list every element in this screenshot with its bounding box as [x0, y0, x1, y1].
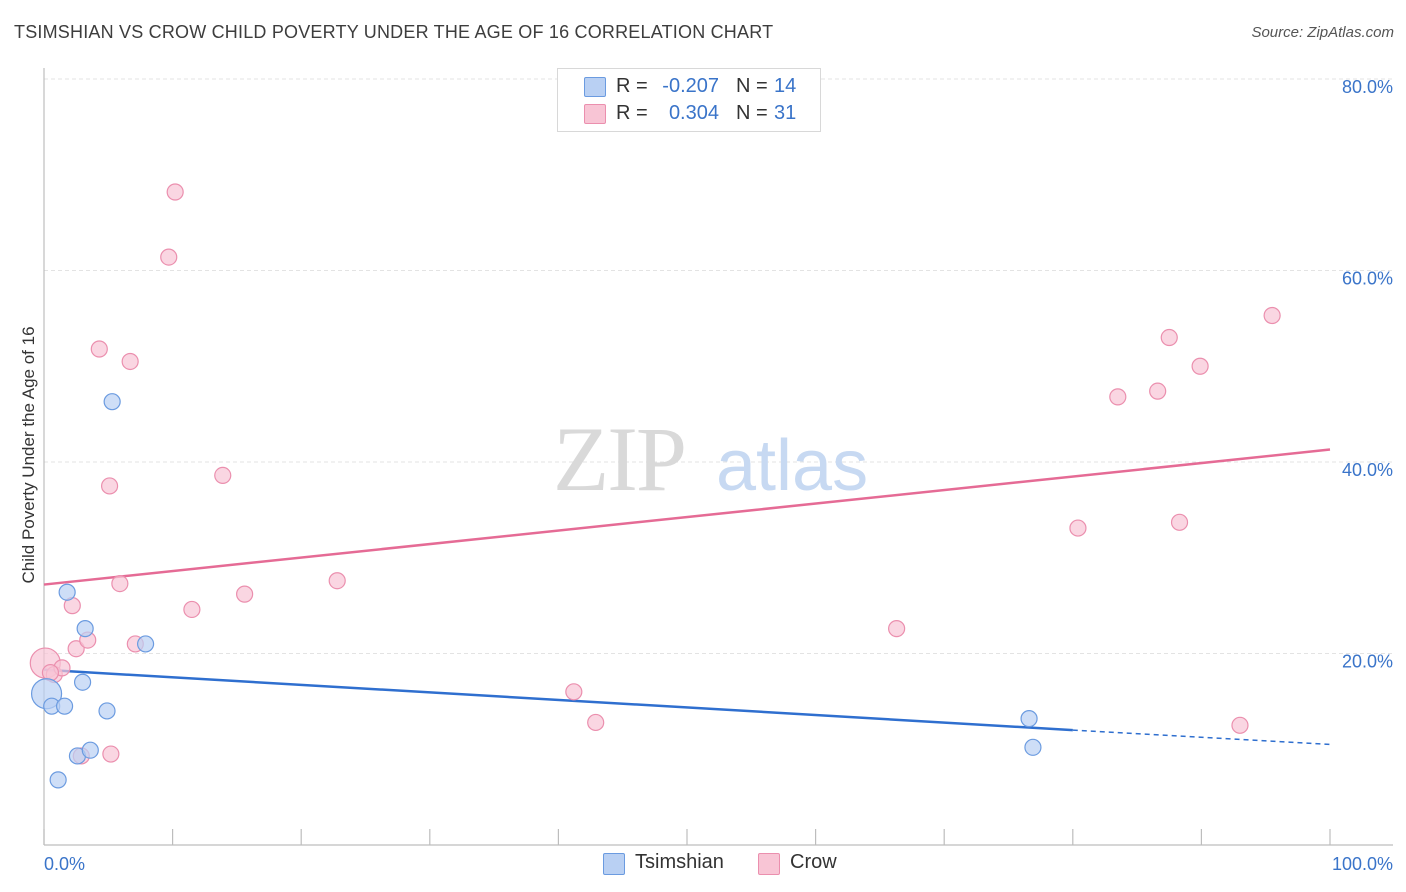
source-label: Source: ZipAtlas.com — [1251, 24, 1394, 41]
legend-r-label: R = — [616, 102, 648, 124]
point-tsimshian — [136, 635, 155, 653]
point-crow — [183, 600, 201, 619]
point-crow — [888, 620, 906, 638]
point-crow — [1149, 382, 1167, 400]
bottom-legend-label-tsimshian: Tsimshian — [635, 851, 724, 873]
point-tsimshian — [58, 583, 76, 601]
watermark-atlas: atlas — [716, 426, 868, 506]
point-crow — [1109, 388, 1127, 406]
point-crow — [111, 575, 129, 593]
trendline-tsimshian-dashed — [1072, 729, 1331, 746]
point-crow — [236, 585, 254, 603]
points-layer — [29, 183, 1281, 789]
y-tick-label: 80.0% — [1342, 77, 1393, 97]
legend-n-value: 31 — [774, 102, 797, 124]
point-crow — [100, 477, 119, 495]
point-crow — [1160, 328, 1178, 347]
point-crow — [214, 466, 232, 485]
legend-row-crow: R = 0.304 N = 31 — [558, 101, 820, 127]
trendline-tsimshian — [43, 668, 1073, 732]
y-axis-label: Child Poverty Under the Age of 16 — [19, 326, 38, 583]
point-crow — [121, 352, 139, 371]
legend-n-label: N = — [736, 75, 768, 97]
point-crow — [1170, 513, 1189, 531]
bottom-legend-label-crow: Crow — [790, 851, 837, 873]
point-tsimshian — [103, 393, 121, 411]
point-tsimshian — [98, 702, 116, 720]
y-tick-label: 20.0% — [1342, 652, 1393, 672]
legend-r-value: -0.207 — [662, 75, 719, 97]
point-crow — [587, 713, 605, 732]
legend-r-value: 0.304 — [668, 102, 719, 124]
point-crow — [1231, 716, 1249, 734]
legend-swatch-crow — [584, 104, 606, 124]
legend-r-label: R = — [616, 75, 648, 97]
grid-layer — [44, 78, 1393, 654]
bottom-legend-swatch-crow — [758, 853, 780, 875]
point-crow — [328, 572, 346, 590]
point-crow — [1069, 519, 1087, 537]
point-crow — [565, 683, 583, 701]
watermark-zip: ZIP — [553, 408, 685, 510]
legend-box: R = -0.207 N = 14 R = 0.304 N = 31 — [557, 68, 821, 132]
point-crow — [102, 745, 120, 763]
trendline-crow — [43, 448, 1331, 586]
legend-n-value: 14 — [774, 75, 797, 97]
point-tsimshian — [49, 771, 67, 789]
point-tsimshian — [73, 673, 92, 691]
point-crow — [160, 248, 178, 266]
point-crow — [90, 340, 108, 358]
point-tsimshian — [1024, 738, 1042, 756]
x-tick-label: 100.0% — [1332, 854, 1393, 874]
point-crow — [1263, 306, 1281, 325]
y-tick-label: 60.0% — [1342, 269, 1393, 289]
bottom-legend-swatch-tsimshian — [603, 853, 625, 875]
watermark: ZIP atlas — [553, 408, 868, 510]
point-crow — [1191, 357, 1209, 375]
legend-row-tsimshian: R = -0.207 N = 14 — [558, 74, 820, 100]
legend-n-label: N = — [736, 102, 768, 124]
point-tsimshian — [55, 697, 74, 715]
y-tick-label: 40.0% — [1342, 460, 1393, 480]
point-crow — [67, 640, 85, 658]
axis-layer: 20.0% 40.0% 60.0% 80.0% 0.0% 100.0% — [43, 68, 1393, 874]
point-tsimshian — [76, 620, 94, 638]
trend-layer — [43, 448, 1331, 746]
point-crow — [166, 183, 184, 201]
legend-swatch-tsimshian — [584, 77, 606, 97]
x-tick-label: 0.0% — [44, 854, 85, 874]
chart-title: TSIMSHIAN VS CROW CHILD POVERTY UNDER TH… — [14, 22, 774, 42]
point-tsimshian — [81, 741, 99, 759]
point-tsimshian — [1020, 710, 1038, 728]
